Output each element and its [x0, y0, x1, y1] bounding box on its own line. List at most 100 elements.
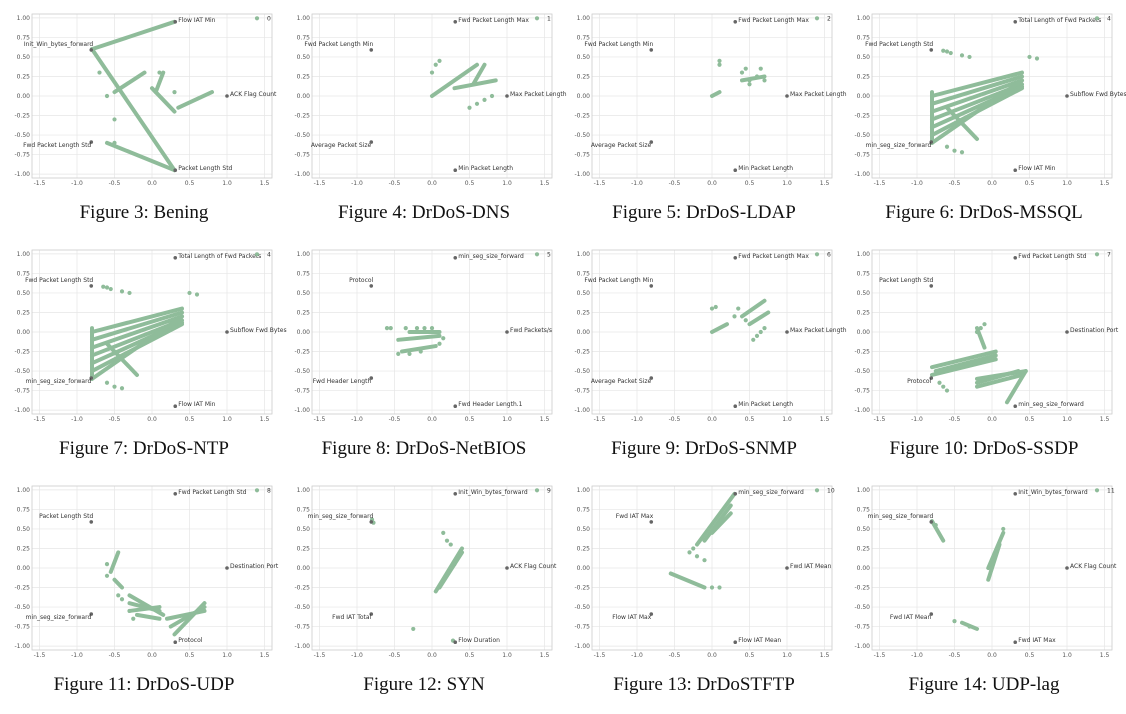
- x-tick-label: -1.5: [594, 180, 606, 187]
- chart-panel: -1.5 -1.0 -0.5 0.0 0.5 1.0 1.5 1.00 0.75 0.50 0.25…: [844, 478, 1124, 714]
- data-point: [452, 561, 457, 567]
- anchor-point: [173, 404, 178, 408]
- data-point: [937, 380, 942, 385]
- figure-caption: Figure 11: DrDoS-UDP: [53, 674, 235, 695]
- anchor-point: [453, 492, 458, 496]
- anchor-label: Total Length of Fwd Packets: [177, 253, 261, 260]
- legend-marker: [254, 488, 260, 493]
- plot-frame: [591, 13, 833, 179]
- data-cluster: [747, 310, 771, 327]
- y-tick-label: -0.25: [294, 349, 310, 356]
- anchor-point: [173, 492, 178, 496]
- anchor-point: [733, 640, 738, 644]
- data-cluster: [108, 550, 121, 574]
- anchor-point: [1013, 20, 1018, 24]
- anchor-label: Flow Duration: [458, 637, 500, 644]
- anchor-label: Protocol: [907, 378, 932, 385]
- anchor-point: [929, 48, 934, 52]
- y-tick-label: 0.00: [577, 329, 591, 336]
- y-tick-label: -1.00: [294, 171, 310, 178]
- anchor-point: [453, 20, 458, 24]
- y-tick-label: 0.75: [297, 506, 311, 513]
- anchor-point: [89, 612, 94, 616]
- x-tick-label: -1.0: [631, 180, 643, 187]
- x-tick-label: 1.0: [222, 652, 232, 659]
- anchor-label: Fwd IAT Max: [1018, 637, 1056, 644]
- anchor-point: [1013, 256, 1018, 260]
- y-tick-label: -0.75: [574, 624, 590, 631]
- anchor-label: Flow IAT Min: [178, 17, 215, 24]
- data-point: [112, 140, 117, 145]
- anchor-label: Fwd Packets/s: [510, 327, 552, 334]
- y-tick-label: 0.75: [577, 270, 591, 277]
- chart-panel: -1.5 -1.0 -0.5 0.0 0.5 1.0 1.5 1.00 0.75 0.50 0.25…: [284, 478, 564, 714]
- anchor-label: Flow IAT Max: [612, 614, 651, 621]
- x-tick-label: 1.0: [222, 416, 232, 423]
- y-tick-label: 0.25: [577, 309, 591, 316]
- x-tick-label: 0.5: [465, 652, 475, 659]
- data-point: [982, 322, 987, 327]
- plot-frame: [31, 13, 273, 179]
- plot-frame: [311, 249, 553, 415]
- anchor-label: Max Packet Length: [510, 91, 567, 98]
- x-tick-label: 0.5: [465, 416, 475, 423]
- x-tick-label: 1.0: [222, 180, 232, 187]
- legend-label: 4: [267, 251, 271, 258]
- x-tick-label: -0.5: [389, 416, 401, 423]
- data-point: [429, 70, 435, 75]
- y-tick-label: -1.00: [14, 407, 30, 414]
- data-cluster: [105, 341, 139, 377]
- x-tick-label: -1.5: [34, 652, 46, 659]
- data-point: [187, 290, 192, 296]
- y-tick-label: -1.00: [854, 407, 870, 414]
- y-tick-label: 1.00: [577, 487, 591, 494]
- legend-marker: [1094, 252, 1100, 257]
- legend-marker: [534, 488, 540, 493]
- anchor-point: [785, 330, 789, 334]
- chart-panel: -1.5 -1.0 -0.5 0.0 0.5 1.0 1.5 1.00 0.75 0.50 0.25…: [284, 242, 564, 478]
- anchor-label: ACK Flag Count: [230, 91, 277, 98]
- data-point: [948, 50, 953, 56]
- anchor-label: Average Packet Size: [591, 378, 652, 385]
- anchor-label: min_seg_size_forward: [868, 513, 934, 520]
- data-point: [758, 66, 763, 71]
- scatter-plot: -1.5 -1.0 -0.5 0.0 0.5 1.0 1.5 1.00 0.75 0.50 0.25…: [294, 485, 557, 659]
- scatter-plot: -1.5 -1.0 -0.5 0.0 0.5 1.0 1.5 1.00 0.75 0.50 0.25…: [14, 485, 279, 659]
- figure-caption: Figure 7: DrDoS-NTP: [59, 438, 229, 459]
- legend-marker: [254, 16, 260, 21]
- data-cluster: [668, 571, 707, 590]
- anchor-point: [173, 256, 178, 260]
- anchor-label: min_seg_size_forward: [866, 142, 932, 149]
- y-tick-label: 0.75: [577, 34, 591, 41]
- anchor-label: Fwd Packet Length Min: [304, 41, 373, 48]
- scatter-plot: -1.5 -1.0 -0.5 0.0 0.5 1.0 1.5 1.00 0.75 0.50 0.25…: [294, 249, 553, 423]
- x-tick-label: -0.5: [389, 180, 401, 187]
- data-point: [448, 542, 453, 547]
- anchor-label: Average Packet Size: [591, 142, 652, 149]
- x-tick-label: -1.0: [911, 180, 923, 187]
- x-tick-label: -1.5: [874, 416, 886, 423]
- y-tick-label: 1.00: [17, 251, 31, 258]
- y-tick-label: 1.00: [577, 251, 591, 258]
- anchor-label: Min Packet Length: [458, 165, 513, 172]
- data-cluster: [90, 19, 177, 52]
- y-tick-label: 0.00: [857, 565, 871, 572]
- data-cluster: [710, 322, 729, 334]
- y-tick-label: 0.75: [857, 34, 871, 41]
- anchor-label: Fwd Packet Length Min: [584, 41, 653, 48]
- data-point: [944, 49, 950, 54]
- y-tick-label: 0.25: [577, 545, 591, 552]
- anchor-label: Flow IAT Min: [178, 401, 215, 408]
- data-cluster: [176, 90, 214, 110]
- anchor-point: [369, 140, 374, 144]
- x-tick-label: 1.0: [502, 180, 512, 187]
- data-cluster: [153, 70, 166, 95]
- y-tick-label: -0.50: [14, 132, 30, 139]
- legend-marker: [814, 252, 820, 257]
- y-tick-label: 0.50: [577, 54, 591, 61]
- data-cluster: [90, 47, 177, 173]
- data-cluster: [695, 491, 737, 547]
- data-point: [717, 58, 722, 63]
- y-tick-label: -1.00: [574, 171, 590, 178]
